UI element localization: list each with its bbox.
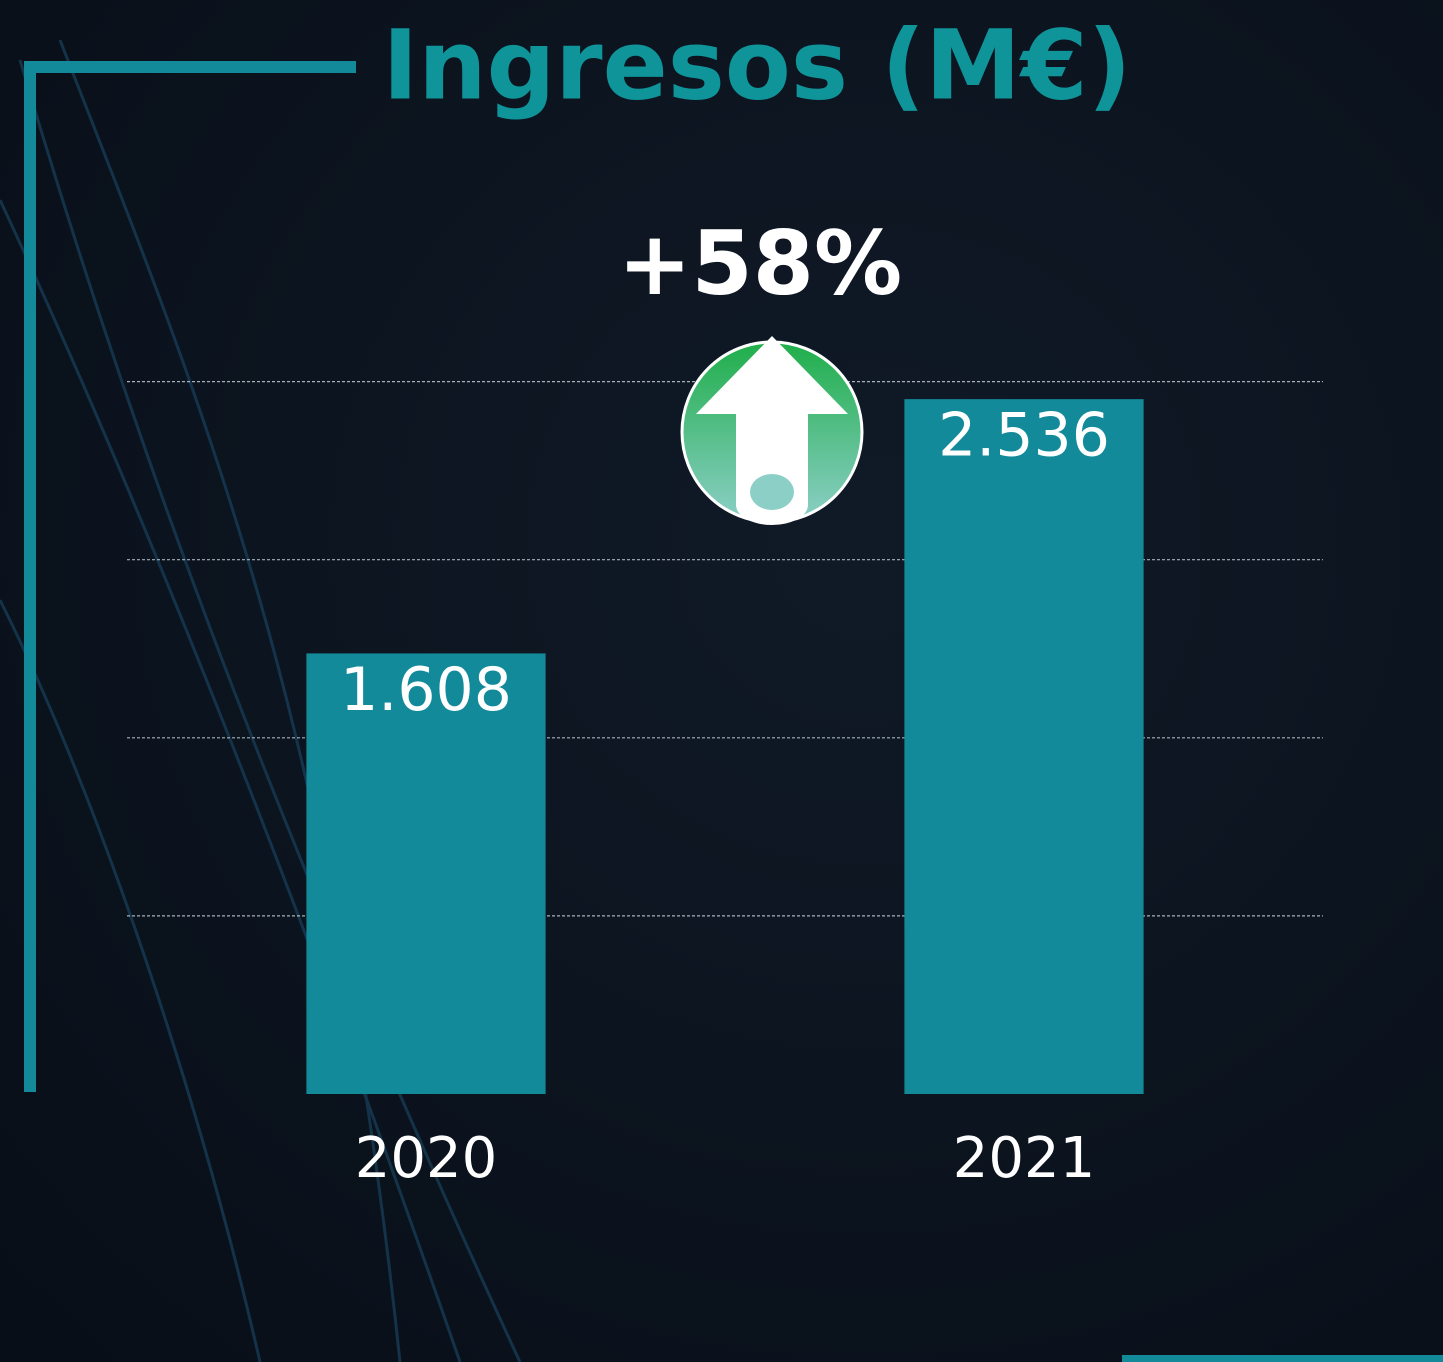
frame-corner: [24, 61, 356, 1092]
x-tick-label: 2021: [953, 1126, 1096, 1191]
bar: [904, 399, 1144, 1094]
value-label: 2.536: [938, 401, 1110, 471]
annotation: +58%: [618, 212, 902, 315]
chart-title: Ingresos (M€): [383, 9, 1132, 121]
value-label: 1.608: [340, 655, 512, 725]
x-tick-label: 2020: [355, 1126, 498, 1191]
decor-lines: [0, 39, 522, 1362]
up-arrow-icon: [680, 336, 864, 525]
bar: [306, 653, 546, 1094]
frame-bottom: [1122, 1355, 1443, 1362]
